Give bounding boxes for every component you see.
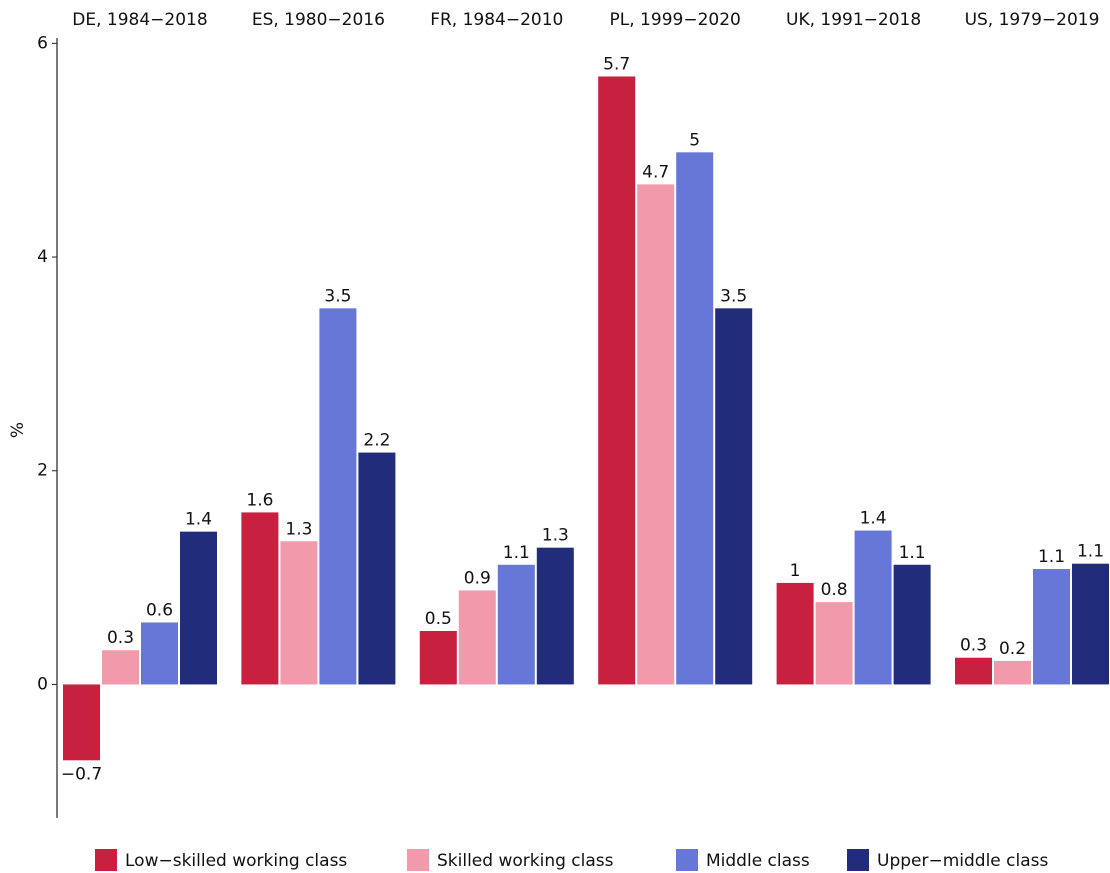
bar <box>893 564 931 685</box>
value-label: 4.7 <box>642 162 669 182</box>
bar <box>497 564 535 685</box>
value-label: −0.7 <box>61 764 102 784</box>
value-label: 1.1 <box>1077 542 1104 562</box>
legend-swatch <box>847 849 869 871</box>
facet-label: ES, 1980−2016 <box>252 10 385 30</box>
bar <box>955 657 992 685</box>
bar <box>776 582 814 685</box>
value-label: 1.3 <box>285 519 312 539</box>
y-axis-title: % <box>8 422 28 438</box>
bar <box>994 660 1031 685</box>
bar <box>1072 563 1109 685</box>
legend-label: Skilled working class <box>437 851 614 871</box>
bar <box>854 530 892 685</box>
value-label: 5.7 <box>603 54 630 74</box>
value-label: 1.3 <box>542 526 569 546</box>
bar <box>1033 569 1070 685</box>
value-label: 1.4 <box>860 509 887 529</box>
value-label: 0.5 <box>425 609 452 629</box>
value-label: 0.3 <box>960 636 987 656</box>
bar <box>458 590 496 685</box>
legend-label: Middle class <box>706 851 810 871</box>
bar <box>536 547 574 685</box>
legend-label: Low−skilled working class <box>125 851 347 871</box>
value-label: 1.1 <box>899 543 926 563</box>
value-label: 1.6 <box>246 490 273 510</box>
y-tick-label: 4 <box>37 247 48 267</box>
bar <box>241 512 279 685</box>
legend-label: Upper−middle class <box>877 851 1049 871</box>
value-label: 2.2 <box>363 431 390 451</box>
facet-label: UK, 1991−2018 <box>786 10 921 30</box>
bar <box>180 531 217 685</box>
legend-swatch <box>676 849 698 871</box>
bar <box>715 308 753 685</box>
value-label: 0.2 <box>999 639 1026 659</box>
bar <box>815 602 853 685</box>
value-label: 5 <box>689 130 700 150</box>
value-label: 3.5 <box>324 286 351 306</box>
bar <box>598 76 636 685</box>
value-label: 1 <box>790 561 801 581</box>
value-label: 3.5 <box>720 286 747 306</box>
value-label: 1.4 <box>185 510 212 530</box>
value-label: 0.8 <box>821 580 848 600</box>
value-label: 0.3 <box>107 628 134 648</box>
y-tick-label: 6 <box>37 33 48 53</box>
y-tick-label: 0 <box>37 674 48 694</box>
legend-swatch <box>95 849 117 871</box>
facet-label: FR, 1984−2010 <box>430 10 563 30</box>
legend-swatch <box>407 849 429 871</box>
facet-label: DE, 1984−2018 <box>72 10 207 30</box>
y-tick-label: 2 <box>37 461 48 481</box>
bar <box>102 650 139 685</box>
bar <box>637 184 675 685</box>
bar <box>319 308 357 685</box>
bar <box>141 622 178 685</box>
value-label: 0.9 <box>464 568 491 588</box>
bar <box>358 452 396 685</box>
bar <box>676 152 714 685</box>
value-label: 1.1 <box>503 543 530 563</box>
bar <box>63 684 100 761</box>
value-label: 1.1 <box>1038 547 1065 567</box>
value-label: 0.6 <box>146 600 173 620</box>
bar <box>419 631 457 685</box>
bar <box>280 541 318 685</box>
facet-label: PL, 1999−2020 <box>610 10 741 30</box>
facet-label: US, 1979−2019 <box>965 10 1100 30</box>
